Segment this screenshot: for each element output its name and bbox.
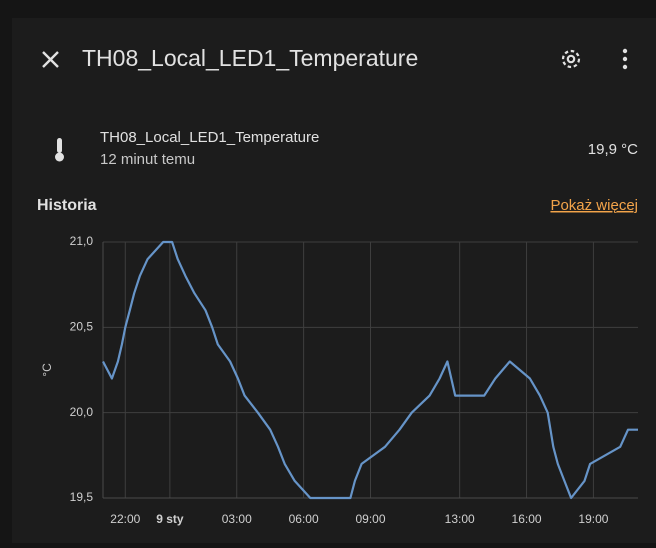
x-tick-label: 16:00 <box>512 512 542 526</box>
dialog-title: TH08_Local_LED1_Temperature <box>82 45 418 71</box>
x-tick-label: 13:00 <box>445 512 475 526</box>
last-changed: 12 minut temu <box>100 151 195 168</box>
x-tick-label: 9 sty <box>156 512 184 526</box>
chart: 19,5 20,0 20,5 21,0 22:00 9 sty 03:00 06:00 09:0… <box>70 234 638 526</box>
x-tick-label: 19:00 <box>578 512 608 526</box>
close-button[interactable] <box>42 51 59 68</box>
state: 19,9 °C <box>588 141 638 158</box>
more-link[interactable]: Pokaż więcej <box>550 197 638 214</box>
x-tick-label: 22:00 <box>110 512 140 526</box>
settings-button[interactable] <box>561 49 581 69</box>
dialog <box>12 18 656 543</box>
y-tick-label: 19,5 <box>70 490 94 504</box>
y-tick-label: 20,5 <box>70 320 94 334</box>
x-tick-label: 09:00 <box>355 512 385 526</box>
entity-name: TH08_Local_LED1_Temperature <box>100 129 319 146</box>
y-tick-label: 21,0 <box>70 234 94 248</box>
y-axis-label: °C <box>40 363 54 377</box>
x-tick-label: 06:00 <box>289 512 319 526</box>
y-tick-label: 20,0 <box>70 405 94 419</box>
history-heading: Historia <box>37 197 97 214</box>
x-tick-label: 03:00 <box>222 512 252 526</box>
temperature-line <box>102 240 638 500</box>
thermometer-icon <box>55 138 64 162</box>
menu-button[interactable] <box>622 48 628 70</box>
